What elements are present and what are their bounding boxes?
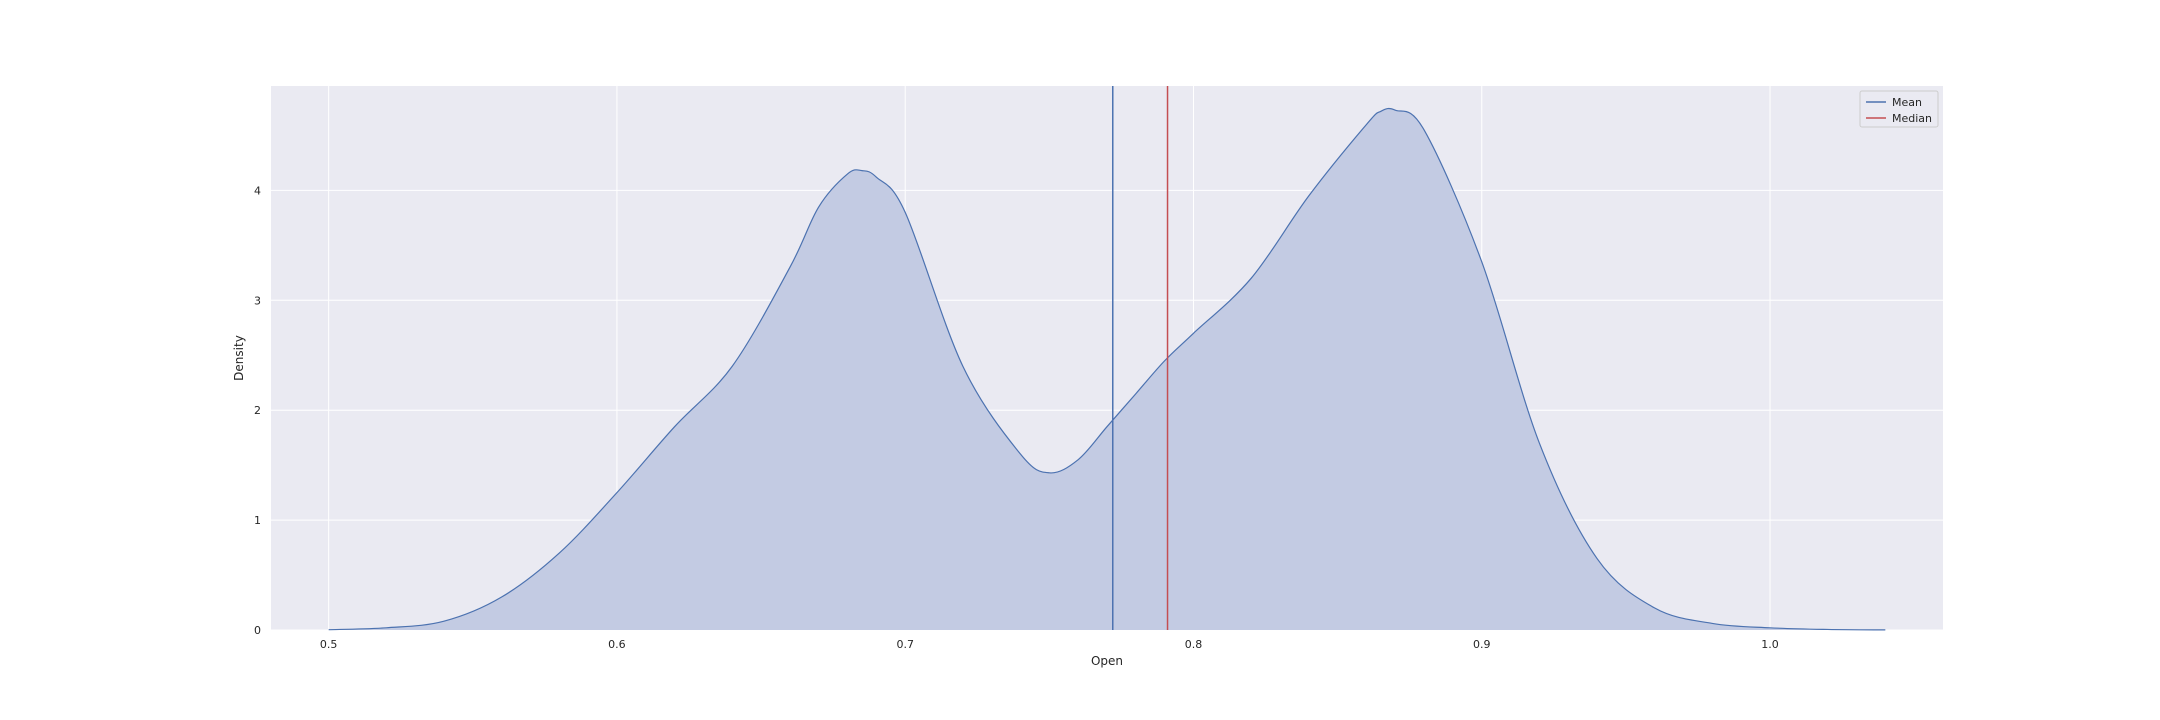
density-fill: [328, 108, 1886, 631]
legend: Mean Median: [1859, 90, 1939, 128]
y-tick-label: 1: [254, 514, 261, 527]
y-tick-label: 0: [254, 624, 261, 637]
legend-mean-label: Mean: [1892, 96, 1922, 109]
legend-median-label: Median: [1892, 112, 1932, 125]
x-tick-label: 1.0: [1761, 638, 1779, 651]
density-line: [328, 107, 1886, 631]
y-axis-label: Density: [232, 335, 246, 381]
y-tick-label: 2: [254, 404, 261, 417]
density-area-group: [328, 107, 1886, 631]
x-axis-label: Open: [1091, 654, 1123, 668]
x-tick-label: 0.6: [608, 638, 626, 651]
tick-labels: 0.5 0.6 0.7 0.8 0.9 1.0 0 1 2 3 4: [254, 184, 1779, 651]
x-tick-label: 0.9: [1473, 638, 1491, 651]
x-tick-label: 0.8: [1185, 638, 1203, 651]
y-tick-label: 3: [254, 294, 261, 307]
x-tick-label: 0.5: [320, 638, 338, 651]
x-tick-label: 0.7: [896, 638, 914, 651]
reference-lines: [1112, 86, 1169, 630]
y-tick-label: 4: [254, 184, 261, 197]
